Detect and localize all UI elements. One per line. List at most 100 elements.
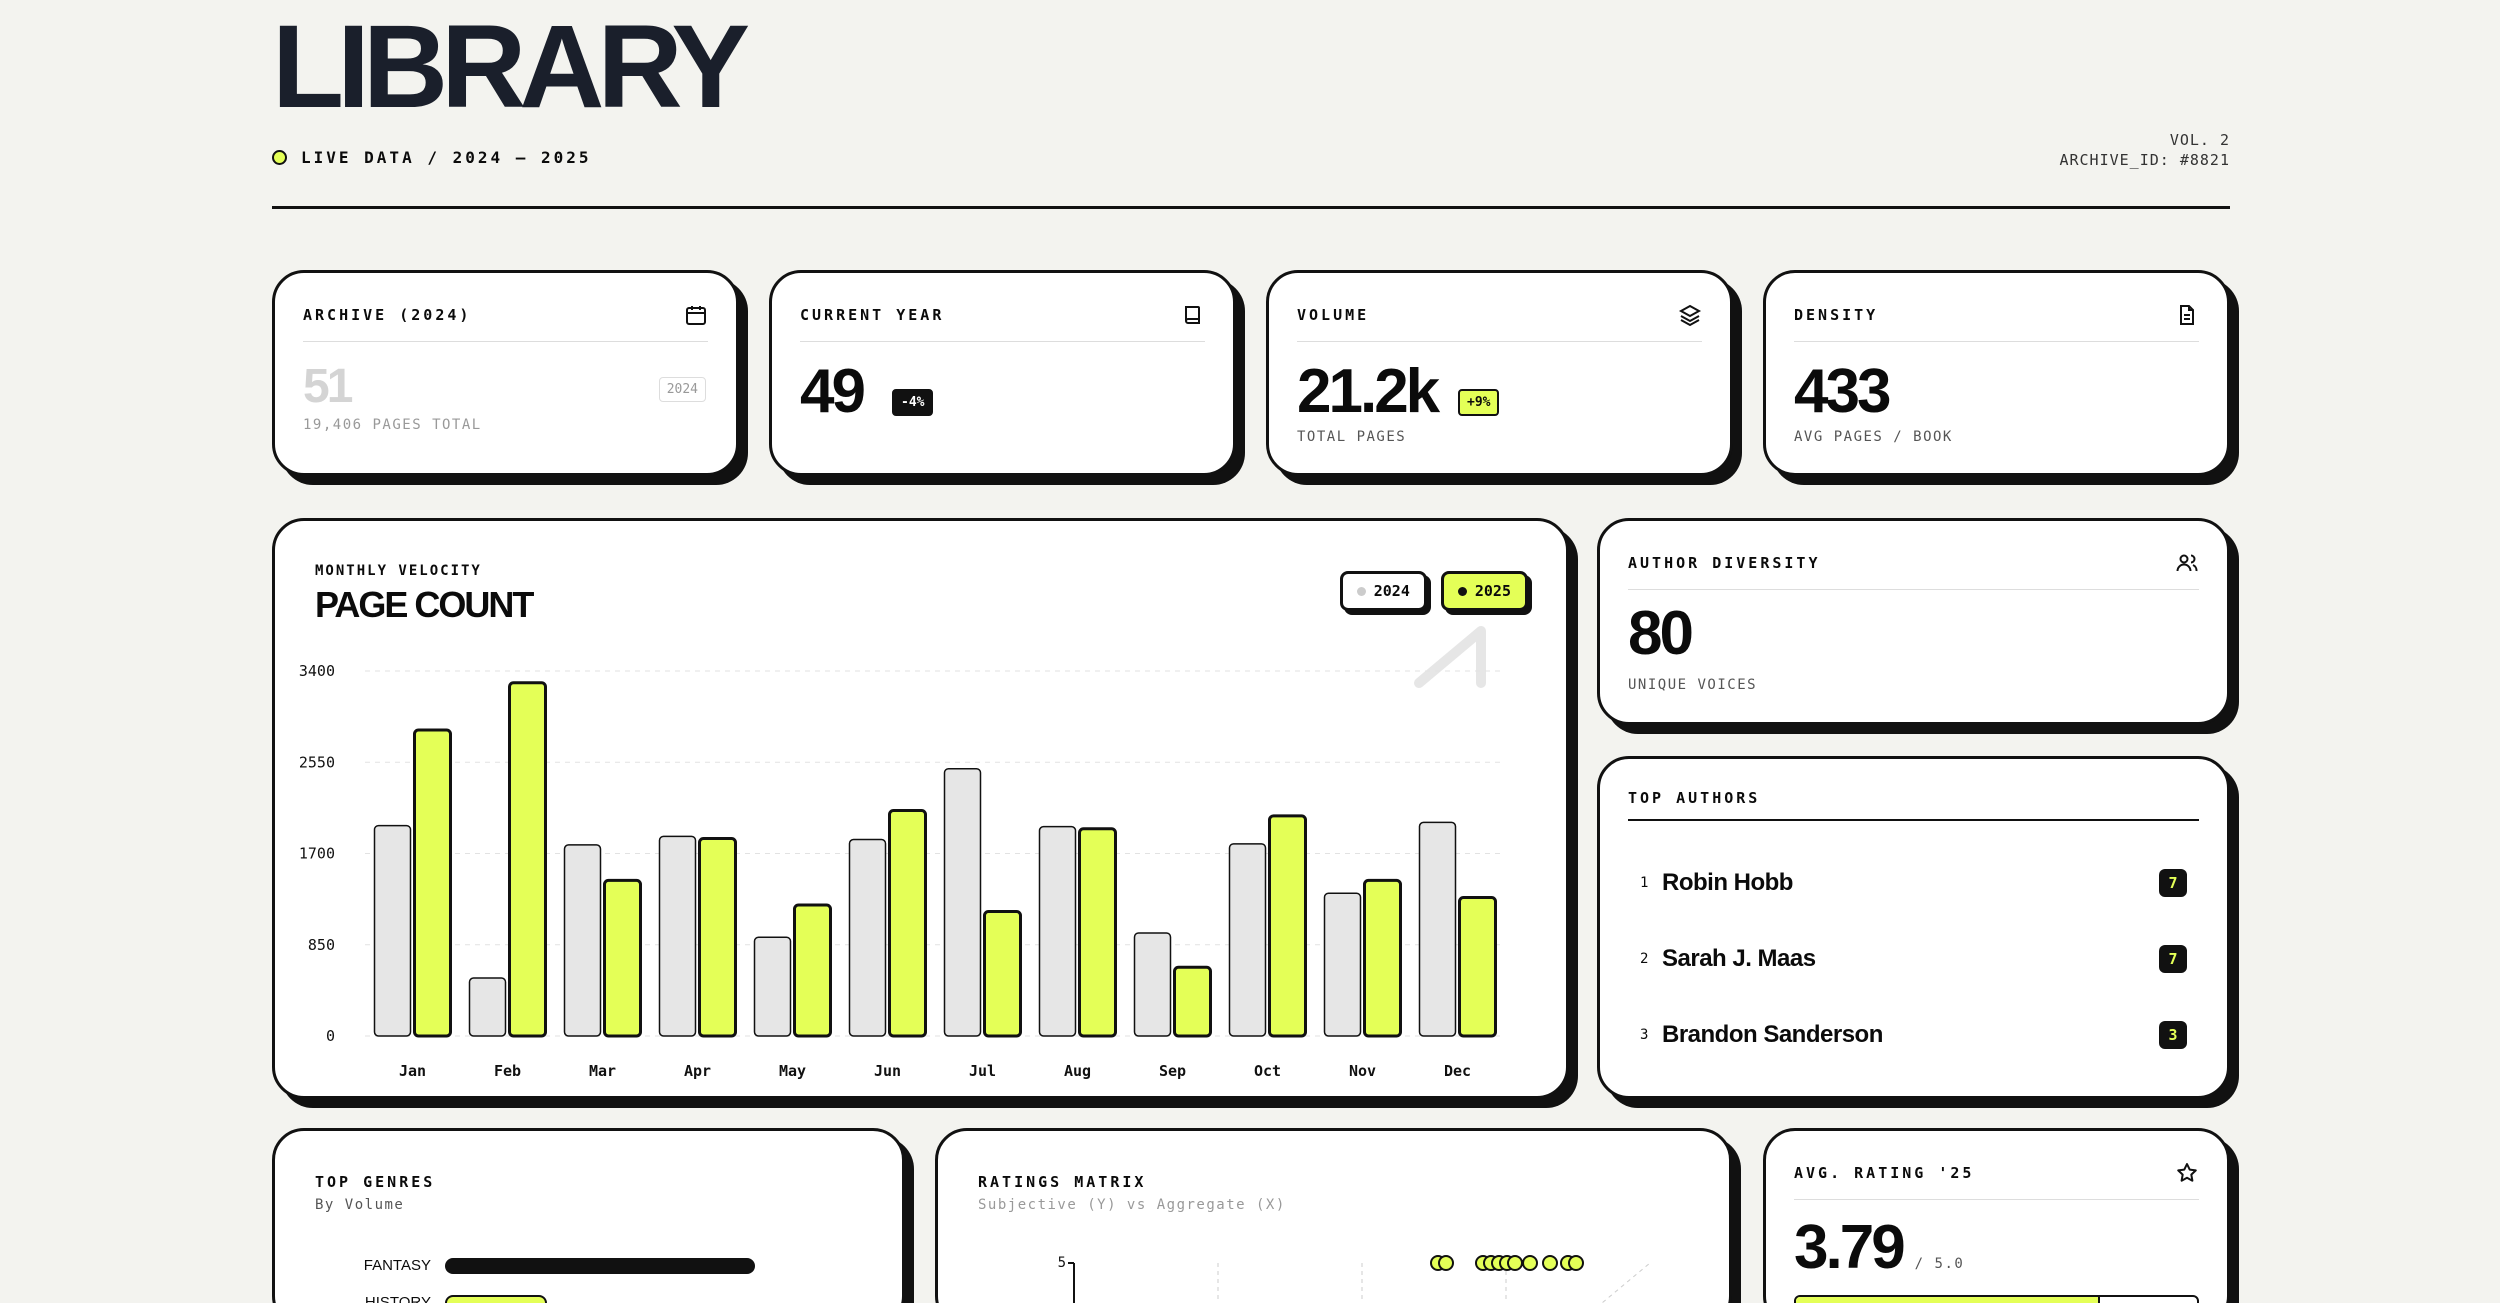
rating-point — [1542, 1255, 1558, 1271]
bar-2024-mar — [563, 844, 602, 1037]
bar-2024-nov — [1323, 892, 1362, 1037]
y-tick-label: 850 — [308, 936, 335, 954]
x-tick-label: Mar — [589, 1062, 616, 1080]
diversity-value: 80 — [1628, 599, 1694, 668]
avg-value: 3.79 — [1794, 1213, 1906, 1282]
x-tick-label: Oct — [1254, 1062, 1281, 1080]
card-header: VOLUME — [1297, 303, 1702, 342]
rating-point — [1438, 1255, 1454, 1271]
bar-2025-feb — [508, 681, 547, 1038]
author-name: Sarah J. Maas — [1662, 945, 1816, 972]
bar-2024-may — [753, 936, 792, 1037]
star-icon — [2177, 1163, 2197, 1182]
author-count: 7 — [2159, 869, 2187, 897]
genre-name: FANTASY — [363, 1257, 431, 1274]
stat-card-archive: ARCHIVE (2024) 51 19,406 PAGES TOTAL 202… — [272, 270, 739, 476]
monthly-velocity-card: MONTHLY VELOCITY PAGE COUNT 2024 2025 0 8… — [272, 518, 1569, 1099]
ratings-scatter: 5 — [1058, 1255, 1651, 1303]
stat-card-density: DENSITY 433 AVG PAGES / BOOK — [1763, 270, 2230, 476]
chart-kicker: MONTHLY VELOCITY — [315, 563, 482, 579]
x-tick-label: Feb — [494, 1062, 521, 1080]
chart-legend: 2024 2025 — [1339, 571, 1528, 611]
archive-id: ARCHIVE_ID: #8821 — [2059, 151, 2230, 169]
bar-2025-dec — [1458, 896, 1497, 1038]
document-icon — [2180, 305, 2194, 325]
x-tick-label: May — [779, 1062, 806, 1080]
genre-bar — [445, 1294, 548, 1303]
author-row[interactable]: 3 Brandon Sanderson 3 — [1640, 1021, 2187, 1049]
avg-rating-card: AVG. RATING '25 3.79 / 5.0 — [1763, 1128, 2230, 1303]
author-name: Brandon Sanderson — [1662, 1021, 1883, 1048]
bar-2024-dec — [1418, 821, 1457, 1037]
genres-sub: By Volume — [315, 1197, 405, 1213]
ratings-label: RATINGS MATRIX — [978, 1173, 1147, 1191]
ratings-ytick: 5 — [1058, 1255, 1066, 1271]
archive-meta: VOL. 2 ARCHIVE_ID: #8821 — [2059, 130, 2230, 170]
live-dot — [272, 150, 287, 165]
avg-value-row: 3.79 / 5.0 — [1794, 1217, 1964, 1279]
legend-2025-button[interactable]: 2025 — [1440, 571, 1528, 611]
stat-sub: 19,406 PAGES TOTAL — [303, 417, 482, 433]
stat-sub: AVG PAGES / BOOK — [1794, 429, 1953, 445]
legend-2024-label: 2024 — [1373, 582, 1410, 600]
diversity-sub: UNIQUE VOICES — [1628, 677, 1758, 693]
card-header: DENSITY — [1794, 303, 2199, 342]
y-tick-label: 3400 — [299, 662, 335, 680]
stat-label: CURRENT YEAR — [800, 306, 945, 324]
x-tick-label: Sep — [1159, 1062, 1186, 1080]
x-tick-label: Jun — [874, 1062, 901, 1080]
genres-label: TOP GENRES — [315, 1173, 436, 1191]
legend-2024-dot — [1356, 586, 1366, 596]
author-rank: 1 — [1640, 875, 1649, 891]
page-count-chart: 0 850 1700 2550 3400 Jan Feb Mar Apr May Jun Jul Aug… — [299, 662, 1505, 1080]
card-header: AVG. RATING '25 — [1794, 1161, 2199, 1200]
rating-point — [1568, 1255, 1584, 1271]
bar-2025-jul — [983, 909, 1022, 1038]
bar-2025-apr — [698, 836, 737, 1038]
bar-2024-oct — [1228, 843, 1267, 1037]
bar-2025-jan — [413, 728, 452, 1038]
ratings-trendline — [1601, 1262, 1651, 1303]
stat-label: ARCHIVE (2024) — [303, 306, 472, 324]
stat-sub: TOTAL PAGES — [1297, 429, 1407, 445]
arrow-up-right-icon — [1414, 626, 1486, 688]
volume-label: VOL. 2 — [2169, 131, 2230, 149]
author-row[interactable]: 2 Sarah J. Maas 7 — [1640, 945, 2187, 973]
avg-label: AVG. RATING '25 — [1794, 1164, 1975, 1182]
legend-2024-button[interactable]: 2024 — [1339, 571, 1427, 611]
genre-row: HISTORY — [335, 1294, 548, 1303]
bar-2024-sep — [1133, 932, 1172, 1037]
x-tick-label: Aug — [1064, 1062, 1091, 1080]
bar-2024-aug — [1038, 825, 1077, 1037]
top-authors-card: TOP AUTHORS 1 Robin Hobb 7 2 Sarah J. Ma… — [1597, 756, 2230, 1099]
stat-badge: 2024 — [658, 377, 706, 402]
x-tick-label: Jul — [969, 1062, 996, 1080]
author-name: Robin Hobb — [1662, 869, 1793, 896]
rating-point — [1522, 1255, 1538, 1271]
author-row[interactable]: 1 Robin Hobb 7 — [1640, 869, 2187, 897]
calendar-icon — [686, 306, 706, 325]
authors-label: TOP AUTHORS — [1628, 789, 1761, 807]
diversity-label: AUTHOR DIVERSITY — [1628, 554, 1821, 572]
live-label: LIVE DATA / 2024 — 2025 — [301, 148, 592, 167]
author-diversity-card: AUTHOR DIVERSITY 80 UNIQUE VOICES — [1597, 518, 2230, 725]
ratings-matrix-card: RATINGS MATRIX Subjective (Y) vs Aggrega… — [935, 1128, 1732, 1303]
genre-row: FANTASY — [335, 1257, 755, 1274]
rating-point — [1507, 1255, 1523, 1271]
card-header: ARCHIVE (2024) — [303, 303, 708, 342]
stat-card-current-year: CURRENT YEAR 49 -4% — [769, 270, 1236, 476]
live-indicator: LIVE DATA / 2024 — 2025 — [272, 148, 592, 167]
y-tick-label: 0 — [326, 1027, 335, 1045]
avg-progress-fill — [1796, 1297, 2100, 1303]
top-genres-card: TOP GENRES By Volume FANTASY HISTORY — [272, 1128, 905, 1303]
y-tick-label: 2550 — [299, 753, 335, 771]
avg-progress-track — [1794, 1295, 2199, 1303]
author-rank: 2 — [1640, 951, 1649, 967]
stat-label: VOLUME — [1297, 306, 1370, 324]
card-header: CURRENT YEAR — [800, 303, 1205, 342]
x-tick-label: Nov — [1349, 1062, 1376, 1080]
stat-value: 51 — [303, 360, 353, 413]
bar-2025-nov — [1363, 878, 1402, 1038]
author-rank: 3 — [1640, 1027, 1649, 1043]
layers-icon — [1678, 304, 1702, 327]
